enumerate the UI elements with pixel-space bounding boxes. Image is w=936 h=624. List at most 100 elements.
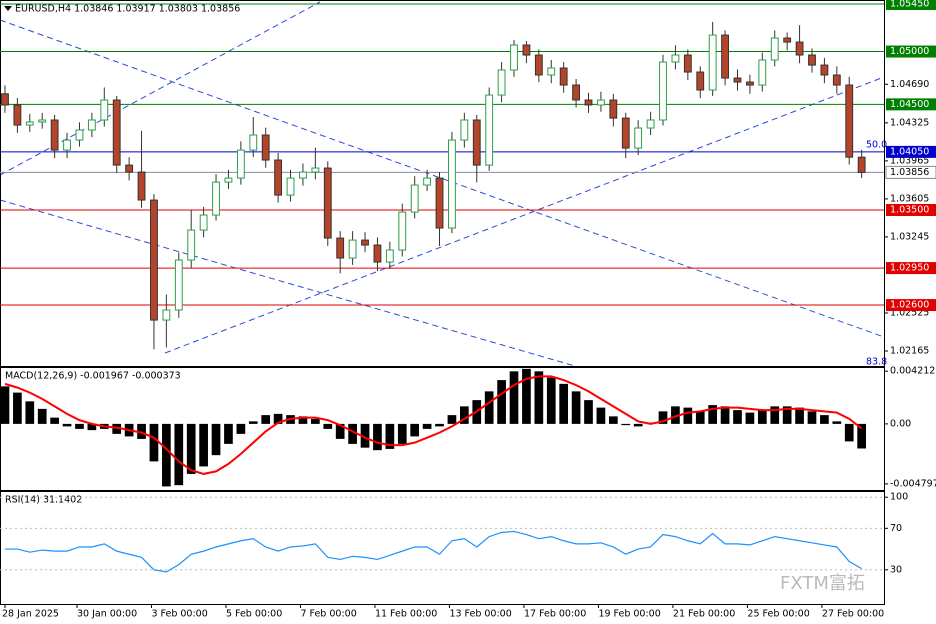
histogram-bar (633, 423, 643, 427)
histogram-bar (695, 411, 705, 424)
x-tick-label: 13 Feb 00:00 (449, 609, 511, 620)
candle-body (311, 167, 320, 173)
candle-body (174, 259, 183, 311)
histogram-bar (795, 407, 804, 424)
candle-body (460, 119, 469, 141)
histogram-bar (497, 380, 506, 424)
histogram-bar (522, 368, 531, 424)
histogram-bar (236, 423, 246, 434)
histogram-bar (683, 407, 693, 424)
histogram-bar (348, 423, 357, 444)
candle-body (385, 249, 394, 263)
candle-body (510, 44, 518, 71)
candle-body (832, 74, 841, 86)
candle-body (733, 77, 742, 83)
histogram-bar (199, 423, 208, 467)
x-tick-label: 21 Feb 00:00 (673, 609, 735, 620)
histogram-bar (360, 423, 370, 448)
candle-body (795, 41, 804, 56)
histogram-bar (75, 423, 84, 429)
candle-body (783, 37, 792, 43)
macd-title: MACD(12,26,9) -0.001967 -0.000373 (5, 371, 181, 382)
series-line (4, 375, 863, 475)
histogram-bar (149, 423, 159, 462)
histogram-bar (298, 416, 308, 424)
candle-body (162, 309, 171, 321)
candle-body (472, 119, 481, 166)
y-tick-label: 1.02165 (890, 346, 929, 357)
histogram-bar (224, 423, 233, 444)
candle-body (584, 99, 593, 106)
histogram-bar (484, 391, 494, 424)
histogram-bar (261, 415, 271, 424)
candle-body (522, 44, 531, 56)
histogram-bar (323, 423, 333, 429)
candle-body (38, 119, 47, 123)
histogram-bar (733, 410, 742, 424)
candle-body (50, 119, 59, 151)
x-tick-label: 27 Feb 00:00 (822, 609, 884, 620)
candle-body (696, 71, 705, 91)
histogram-bar (248, 421, 258, 424)
rsi-title: RSI(14) 31.1402 (5, 495, 82, 506)
level-label: 1.02600 (890, 300, 929, 311)
candle-body (286, 177, 295, 196)
candle-body (361, 239, 369, 246)
x-tick-label: 5 Feb 00:00 (226, 609, 282, 620)
menu-icon (4, 6, 12, 11)
x-tick-label: 25 Feb 00:00 (747, 609, 809, 620)
histogram-bar (832, 421, 842, 424)
histogram-bar (410, 423, 420, 437)
candle-body (100, 99, 109, 121)
histogram-bar (373, 423, 382, 451)
candle-body (348, 239, 357, 259)
candle-body (559, 67, 568, 86)
histogram-bar (37, 408, 47, 424)
candle-body (547, 67, 556, 76)
candle-body (659, 61, 667, 121)
histogram-bar (807, 411, 817, 424)
candle-body (708, 34, 717, 91)
candle-body (485, 94, 494, 166)
trendline (0, 19, 885, 338)
y-tick-label: 1.04690 (890, 79, 929, 90)
histogram-bar (62, 423, 72, 427)
y-tick-label: 1.04325 (890, 117, 929, 128)
candle-body (671, 54, 680, 63)
histogram-bar (273, 413, 283, 424)
candle-body (63, 139, 71, 151)
histogram-bar (397, 423, 407, 444)
x-tick-label: 11 Feb 00:00 (375, 609, 437, 620)
x-tick-label: 30 Jan 00:00 (77, 609, 137, 620)
histogram-bar (621, 423, 631, 426)
histogram-bar (460, 406, 469, 424)
histogram-bar (596, 407, 606, 424)
histogram-bar (671, 406, 680, 424)
histogram-bar (857, 423, 866, 449)
candle-body (150, 199, 158, 321)
candle-body (249, 134, 258, 151)
histogram-bar (720, 406, 730, 424)
histogram-bar (559, 383, 569, 424)
histogram-bar (211, 423, 221, 456)
x-tick-label: 28 Jan 2025 (2, 609, 59, 620)
series-line (4, 530, 862, 573)
candle-body (224, 177, 233, 183)
candle-body (770, 37, 779, 61)
histogram-bar (435, 423, 444, 427)
y-tick-label: 30 (890, 564, 902, 575)
candle-body (597, 99, 605, 106)
candle-body (373, 244, 382, 263)
y-tick-label: -0.004797 (890, 478, 936, 489)
candle-body (112, 99, 121, 166)
candle-body (745, 81, 754, 86)
y-tick-label: 100 (890, 492, 908, 503)
fib-label: 83.8 (866, 357, 887, 368)
candle-body (572, 84, 581, 101)
y-tick-label: 1.02525 (890, 307, 929, 318)
candle-body (274, 159, 283, 196)
candle-body (758, 59, 767, 86)
histogram-bar (422, 423, 432, 429)
level-label: 1.03500 (890, 204, 929, 215)
